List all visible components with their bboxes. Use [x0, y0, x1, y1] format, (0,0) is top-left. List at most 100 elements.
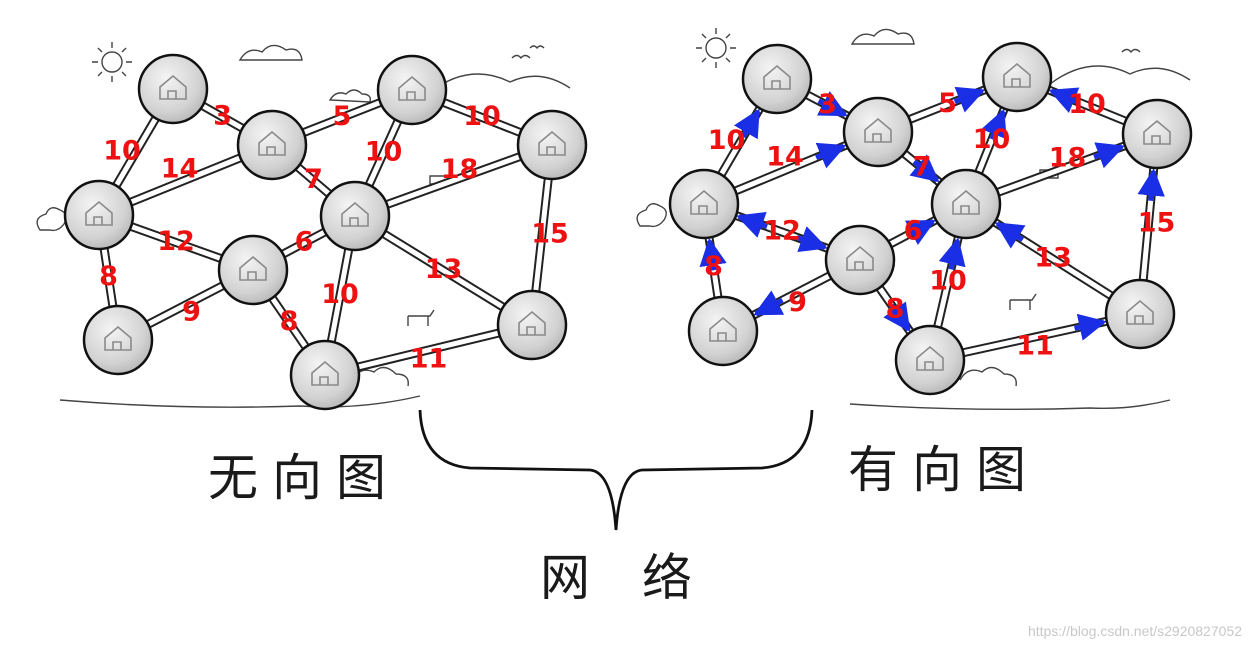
edge-weight-label: 8 [704, 251, 723, 282]
ground-line [59, 395, 421, 408]
edge-weight-label: 8 [99, 261, 118, 292]
edge-weight-label: 14 [161, 154, 199, 185]
town-node [894, 324, 966, 396]
arrow-to-C [1048, 87, 1080, 114]
edge-weight-label: 5 [333, 101, 352, 132]
house-icon [398, 75, 426, 101]
watermark-url: https://blog.csdn.net/s2920827052 [1027, 623, 1242, 639]
arrow-to-J [1074, 313, 1107, 341]
town-node [1121, 98, 1193, 170]
edge-weight-label: 12 [157, 226, 195, 257]
edge-weight-label: 7 [913, 152, 932, 183]
town-circle [1121, 98, 1193, 170]
edge-weight-label: 11 [1016, 331, 1054, 362]
arrow-to-F [909, 154, 940, 183]
town-circle [668, 168, 740, 240]
town-circle [137, 53, 209, 125]
arrow-to-A [733, 108, 761, 140]
edge-weight-label: 11 [410, 344, 448, 375]
arrow-to-D [736, 211, 768, 238]
edge-weight-label: 10 [103, 136, 141, 167]
house-icon [239, 255, 267, 281]
edge-weight-label: 3 [818, 89, 837, 120]
edge-weight-label: 13 [1034, 243, 1072, 274]
edge-weight-label: 15 [531, 219, 569, 250]
horse-icon [1009, 293, 1037, 310]
cloud-icon [850, 28, 915, 45]
house-icon [538, 130, 566, 156]
road-core-I-J [322, 322, 535, 378]
house-icon [311, 360, 339, 386]
town-circle [496, 289, 568, 361]
edge-weight-label: 9 [182, 297, 201, 328]
edge-weight-label: 14 [766, 142, 804, 173]
edge-weight-label: 18 [1049, 143, 1087, 174]
town-node [668, 168, 740, 240]
house-icon [690, 189, 718, 215]
house-icon [1003, 62, 1031, 88]
edge-weight-label: 10 [365, 137, 403, 168]
house-icon [104, 325, 132, 351]
edge-weight-label: 12 [763, 216, 801, 247]
curly-brace [418, 409, 814, 531]
edge-weight-label: 13 [425, 254, 463, 285]
arrow-to-B [815, 142, 847, 169]
arrow-to-I [883, 301, 911, 332]
directed-graph: 3 10 5 7 10 10 14 12 8 6 9 8 18 10 13 15 11 [668, 41, 1193, 396]
tree-icon [36, 207, 67, 232]
town-node [930, 168, 1002, 240]
edge-weight-label: 18 [441, 154, 479, 185]
ground-line [849, 399, 1171, 411]
town-circle [217, 234, 289, 306]
house-icon [952, 189, 980, 215]
arrow-to-D [699, 237, 727, 271]
town-circle [319, 180, 391, 252]
edge-weight-label: 10 [929, 266, 967, 297]
arrow-to-G [796, 226, 828, 253]
bush-icon [959, 366, 1017, 387]
edge-weight-label: 3 [213, 101, 232, 132]
network-caption: 网络 [540, 549, 744, 607]
edge-weight-label: 8 [280, 306, 299, 337]
house-icon [85, 200, 113, 226]
directed-graph-caption: 有向图 [848, 441, 1040, 499]
town-node [217, 234, 289, 306]
edge-weight-label: 9 [788, 287, 807, 318]
town-node [687, 295, 759, 367]
edge-weight-label: 6 [295, 227, 314, 258]
cloud-icon [328, 89, 372, 103]
arrow-to-H [753, 290, 785, 317]
town-circle [981, 41, 1053, 113]
town-node [516, 109, 588, 181]
town-circle [516, 109, 588, 181]
house-icon [258, 130, 286, 156]
town-circle [824, 224, 896, 296]
arrows [699, 86, 1165, 341]
edge-weight-label: 10 [463, 101, 501, 132]
horse-icon [407, 309, 435, 326]
town-circle [82, 304, 154, 376]
town-node [1104, 278, 1176, 350]
edge-weight-label: 10 [321, 279, 359, 310]
house-icon [1126, 299, 1154, 325]
cloud-icon [238, 44, 303, 61]
house-icon [709, 316, 737, 342]
town-node [82, 304, 154, 376]
house-icon [864, 117, 892, 143]
sun-icon [92, 42, 132, 82]
town-circle [376, 54, 448, 126]
weight-labels: 3 10 5 7 10 10 14 12 8 6 9 8 18 10 13 15 11 [99, 101, 569, 375]
house-icon [159, 74, 187, 100]
edge-weight-label: 15 [1138, 208, 1176, 239]
arrow-to-E [1093, 142, 1125, 169]
town-circle [63, 179, 135, 251]
hill-icon [429, 73, 571, 93]
arrow-to-F [904, 219, 936, 246]
bush-icon [351, 366, 409, 387]
tree-icon [636, 203, 667, 228]
town-circle [930, 168, 1002, 240]
edge-weight-label: 8 [886, 294, 905, 325]
arrow-to-C [953, 86, 986, 113]
nodes [63, 53, 588, 411]
